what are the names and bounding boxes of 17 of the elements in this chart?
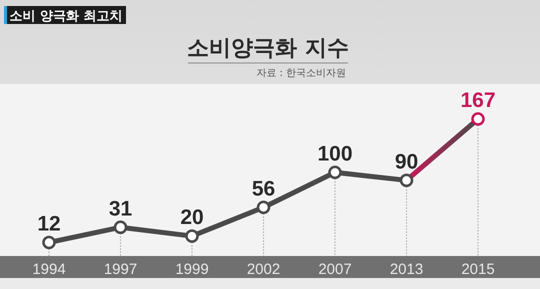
label: 167 [460,89,496,112]
label: 31 [108,197,132,220]
x-tick-label: 2002 [246,261,280,278]
label: 12 [37,212,61,236]
text: 자료 : 한국소비자원 [256,68,346,79]
x-tick-label: 1994 [32,261,66,278]
label: 100 [317,142,353,166]
x-tick-label: 1999 [175,261,209,278]
chart-title: 소비양극화 지수 [187,36,349,61]
label: 56 [252,177,276,200]
label: 20 [180,206,204,230]
x-tick-label: 2015 [461,261,495,278]
x-tick-label: 2013 [390,261,424,278]
x-tick-label: 2007 [318,261,352,278]
caption: 소비 양극화 최고치 [4,6,126,24]
label: 90 [394,150,418,174]
x-tick-label: 1997 [104,261,138,278]
